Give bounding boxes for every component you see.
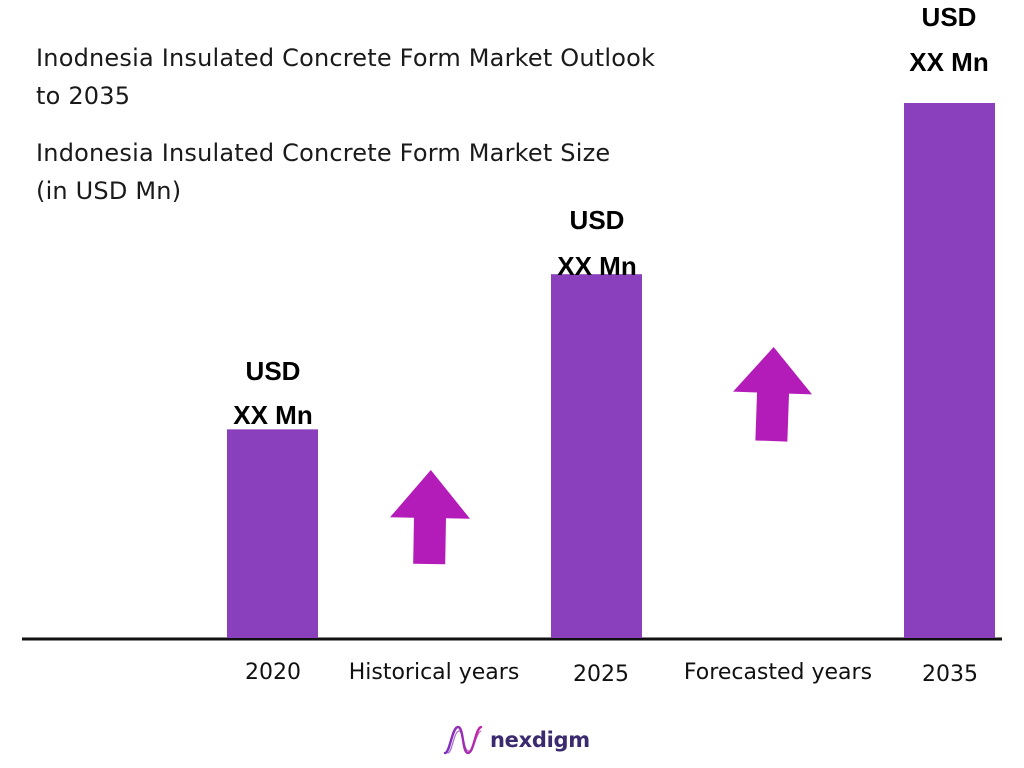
growth-arrow-historical-icon — [389, 470, 470, 565]
bar-label-2035-line-2: XX Mn — [909, 47, 989, 77]
bar-label-2025-line-1: USD — [569, 205, 625, 235]
x-tick-2025: 2025 — [573, 662, 629, 687]
chart-subtitle-line-2: (in USD Mn) — [36, 177, 182, 205]
nexdigm-wave-icon — [443, 725, 483, 755]
period-label-forecasted: Forecasted years — [683, 660, 873, 685]
x-tick-2035: 2035 — [922, 662, 978, 687]
growth-arrow-forecast-icon — [733, 347, 813, 442]
bar-2020 — [227, 429, 318, 638]
x-tick-2020: 2020 — [245, 660, 301, 685]
chart-subtitle-line-1: Indonesia Insulated Concrete Form Market… — [36, 139, 611, 167]
period-label-historical: Historical years — [348, 660, 520, 685]
bar-label-2020-line-2: XX Mn — [233, 400, 313, 430]
bar-2035 — [904, 103, 995, 638]
bar-label-2025-line-2: XX Mn — [557, 251, 637, 281]
nexdigm-logo: nexdigm — [442, 722, 590, 758]
chart-title-line-1: Inodnesia Insulated Concrete Form Market… — [36, 44, 656, 72]
bar-label-2020-line-1: USD — [245, 356, 301, 386]
chart-title-line-2: to 2035 — [36, 82, 131, 110]
bar-2025 — [551, 274, 642, 638]
bar-label-2035-line-1: USD — [921, 2, 977, 32]
nexdigm-logo-text: nexdigm — [490, 728, 590, 752]
